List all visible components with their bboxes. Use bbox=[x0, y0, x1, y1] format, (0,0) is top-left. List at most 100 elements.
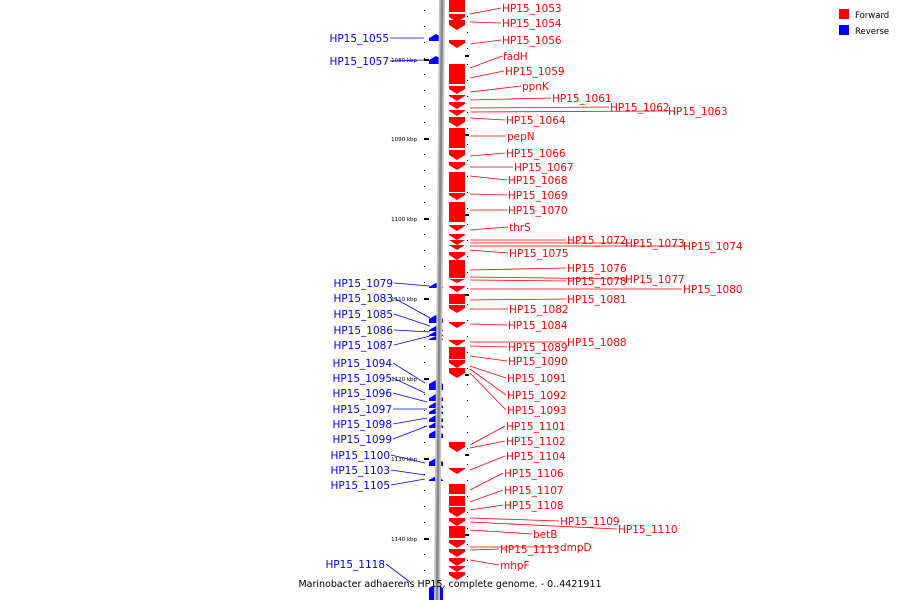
minor-tick bbox=[424, 346, 425, 347]
forward-gene-label: HP15_1077 bbox=[625, 274, 685, 286]
reverse-gene-label: HP15_1099 bbox=[332, 434, 392, 446]
forward-gene-bar bbox=[449, 340, 465, 346]
minor-tick bbox=[424, 74, 425, 75]
forward-gene-label: HP15_1091 bbox=[507, 373, 567, 385]
forward-gene-label: HP15_1069 bbox=[508, 190, 568, 202]
minor-tick bbox=[424, 442, 425, 443]
forward-gene-bar bbox=[449, 566, 465, 572]
forward-leader-line bbox=[469, 267, 567, 271]
major-tick bbox=[465, 214, 469, 216]
forward-gene-bar bbox=[449, 540, 465, 548]
forward-gene-bar bbox=[449, 128, 465, 148]
minor-tick bbox=[467, 112, 468, 113]
minor-tick bbox=[467, 336, 468, 337]
minor-tick bbox=[467, 496, 468, 497]
reverse-gene-label: HP15_1055 bbox=[329, 33, 389, 45]
reverse-gene-label: HP15_1118 bbox=[325, 559, 385, 571]
gene-labels: HP15_1053 HP15_1054 HP15_1056 fadH HP15_1059… bbox=[325, 3, 742, 572]
legend-forward-label: Forward bbox=[855, 11, 889, 21]
major-tick bbox=[424, 298, 429, 300]
forward-leader-line bbox=[469, 193, 508, 196]
forward-gene-bar bbox=[449, 496, 465, 506]
minor-tick bbox=[424, 202, 425, 203]
minor-tick bbox=[467, 368, 468, 369]
forward-gene-bar bbox=[449, 279, 465, 283]
major-tick bbox=[424, 378, 429, 380]
forward-leader-line bbox=[469, 276, 625, 280]
forward-leader-line bbox=[469, 117, 506, 121]
map-caption: Marinobacter adhaerens HP15, complete ge… bbox=[298, 579, 601, 590]
forward-gene-label: pepN bbox=[507, 131, 535, 143]
forward-leader-line bbox=[469, 529, 533, 535]
legend-reverse-label: Reverse bbox=[855, 27, 889, 37]
legend-forward-swatch bbox=[839, 9, 849, 19]
forward-leader-line bbox=[469, 152, 506, 157]
forward-gene-bar bbox=[449, 162, 465, 170]
reverse-leader-line bbox=[390, 454, 426, 464]
forward-leader-line bbox=[469, 110, 668, 113]
forward-gene-bar bbox=[449, 110, 465, 116]
forward-gene-bar bbox=[449, 252, 465, 260]
reverse-gene-label: HP15_1100 bbox=[330, 450, 390, 462]
forward-leader-line bbox=[469, 345, 508, 348]
minor-tick bbox=[424, 58, 425, 59]
forward-gene-label: HP15_1092 bbox=[507, 390, 567, 402]
major-tick bbox=[465, 534, 469, 536]
minor-tick bbox=[467, 560, 468, 561]
forward-gene-bar bbox=[449, 518, 465, 526]
minor-tick bbox=[424, 170, 425, 171]
forward-gene-label: HP15_1073 bbox=[625, 238, 685, 250]
minor-tick bbox=[424, 490, 425, 491]
forward-gene-label: HP15_1072 bbox=[567, 235, 627, 247]
minor-tick bbox=[467, 384, 468, 385]
forward-leader-line bbox=[469, 226, 509, 231]
minor-tick bbox=[467, 544, 468, 545]
reverse-gene-label: HP15_1103 bbox=[330, 465, 390, 477]
forward-leader-line bbox=[469, 7, 502, 15]
forward-gene-bar bbox=[449, 549, 465, 557]
kbp-tick-label: 1110 kbp bbox=[391, 297, 417, 303]
forward-gene-bar bbox=[449, 86, 465, 94]
minor-tick bbox=[467, 16, 468, 17]
minor-tick bbox=[467, 224, 468, 225]
forward-gene-bar bbox=[449, 225, 465, 231]
minor-tick bbox=[467, 576, 468, 577]
reverse-leader-line bbox=[392, 392, 428, 403]
kbp-tick-label: 1100 kbp bbox=[391, 217, 417, 223]
minor-tick bbox=[467, 448, 468, 449]
forward-leader-line bbox=[469, 175, 508, 181]
forward-gene-label: HP15_1084 bbox=[508, 320, 568, 332]
minor-tick bbox=[467, 80, 468, 81]
forward-gene-bar bbox=[449, 558, 465, 566]
minor-tick bbox=[424, 330, 425, 331]
minor-tick bbox=[467, 272, 468, 273]
minor-tick bbox=[467, 432, 468, 433]
minor-tick bbox=[424, 234, 425, 235]
minor-tick bbox=[424, 10, 425, 11]
minor-tick bbox=[467, 320, 468, 321]
minor-tick bbox=[467, 416, 468, 417]
forward-gene-bar bbox=[449, 150, 465, 160]
forward-leader-line bbox=[469, 368, 507, 396]
major-tick bbox=[424, 218, 429, 220]
minor-tick bbox=[467, 144, 468, 145]
forward-leader-line bbox=[469, 425, 506, 446]
forward-gene-bar bbox=[449, 193, 465, 200]
minor-tick bbox=[467, 208, 468, 209]
reverse-gene-label: HP15_1097 bbox=[332, 404, 392, 416]
minor-tick bbox=[467, 528, 468, 529]
minor-tick bbox=[467, 32, 468, 33]
forward-gene-bar bbox=[449, 202, 465, 222]
reverse-gene-label: HP15_1096 bbox=[332, 388, 392, 400]
gene-bars bbox=[429, 0, 465, 600]
forward-gene-label: HP15_1110 bbox=[618, 524, 678, 536]
minor-tick bbox=[424, 42, 425, 43]
minor-tick bbox=[424, 250, 425, 251]
forward-gene-bar bbox=[449, 245, 465, 250]
forward-gene-bar bbox=[449, 305, 465, 313]
reverse-gene-label: HP15_1086 bbox=[333, 325, 393, 337]
reverse-gene-label: HP15_1094 bbox=[332, 358, 392, 370]
forward-gene-label: HP15_1062 bbox=[610, 102, 670, 114]
forward-gene-bar bbox=[449, 240, 465, 245]
forward-gene-label: thrS bbox=[509, 222, 531, 234]
